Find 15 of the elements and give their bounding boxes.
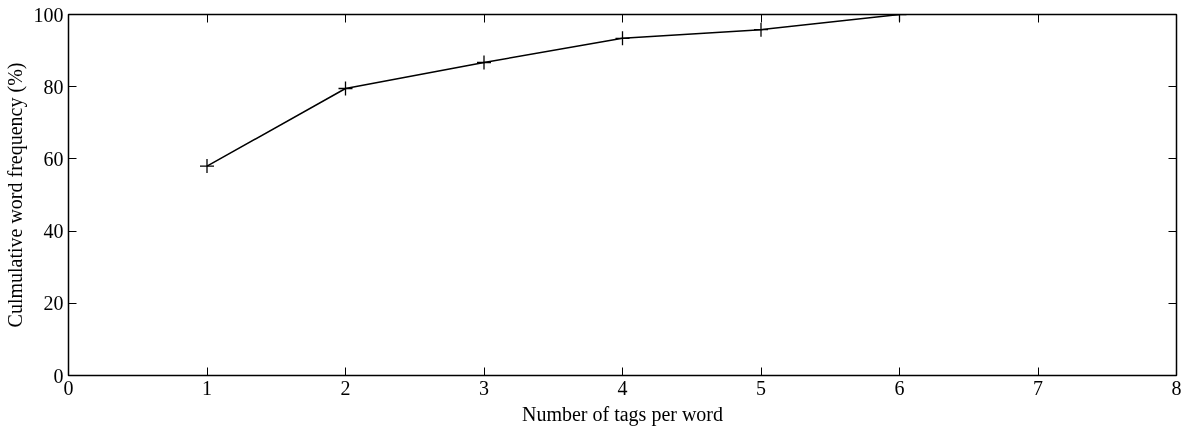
x-axis-title: Number of tags per word [521,402,724,426]
y-tick-label: 20 [43,292,64,315]
x-tick-label: 6 [894,376,905,399]
x-tick-label: 2 [340,376,351,399]
y-tick-label: 100 [33,3,64,26]
x-tick-label: 7 [1033,376,1043,399]
x-tick-label: 1 [202,376,212,399]
y-axis-title: Culmulative word frequency (%) [3,62,27,328]
y-tick-label: 40 [43,220,64,243]
x-tick-label: 4 [617,376,628,399]
y-tick-label: 80 [43,75,64,98]
x-tick-label: 3 [479,376,489,399]
x-tick-label: 8 [1171,376,1182,399]
y-tick-label: 60 [43,147,64,170]
x-tick-label: 5 [756,376,766,399]
